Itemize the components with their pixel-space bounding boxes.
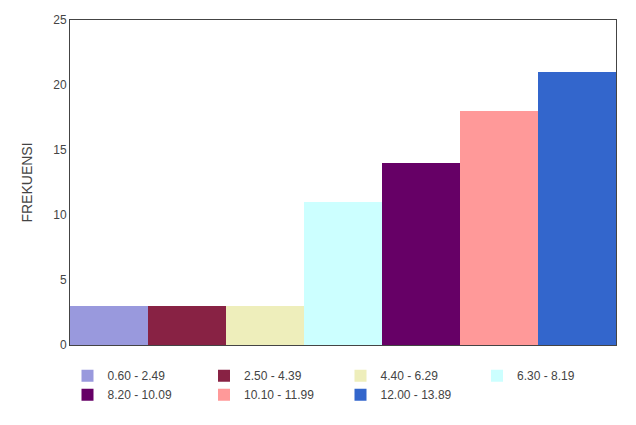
svg-text:2.50 - 4.39: 2.50 - 4.39 [244,369,302,383]
svg-text:8.20 - 10.09: 8.20 - 10.09 [108,388,172,402]
svg-text:5: 5 [60,273,67,287]
svg-text:0.60 - 2.49: 0.60 - 2.49 [108,369,166,383]
svg-text:20: 20 [53,78,67,92]
svg-text:25: 25 [53,13,67,27]
svg-text:10: 10 [53,208,67,222]
svg-text:10.10 - 11.99: 10.10 - 11.99 [244,388,314,402]
svg-text:12.00 - 13.89: 12.00 - 13.89 [381,388,452,402]
svg-text:FREKUENSI: FREKUENSI [19,142,35,222]
svg-text:0: 0 [60,338,67,352]
svg-text:6.30 - 8.19: 6.30 - 8.19 [517,369,575,383]
svg-text:4.40 - 6.29: 4.40 - 6.29 [381,369,439,383]
svg-text:15: 15 [53,143,67,157]
